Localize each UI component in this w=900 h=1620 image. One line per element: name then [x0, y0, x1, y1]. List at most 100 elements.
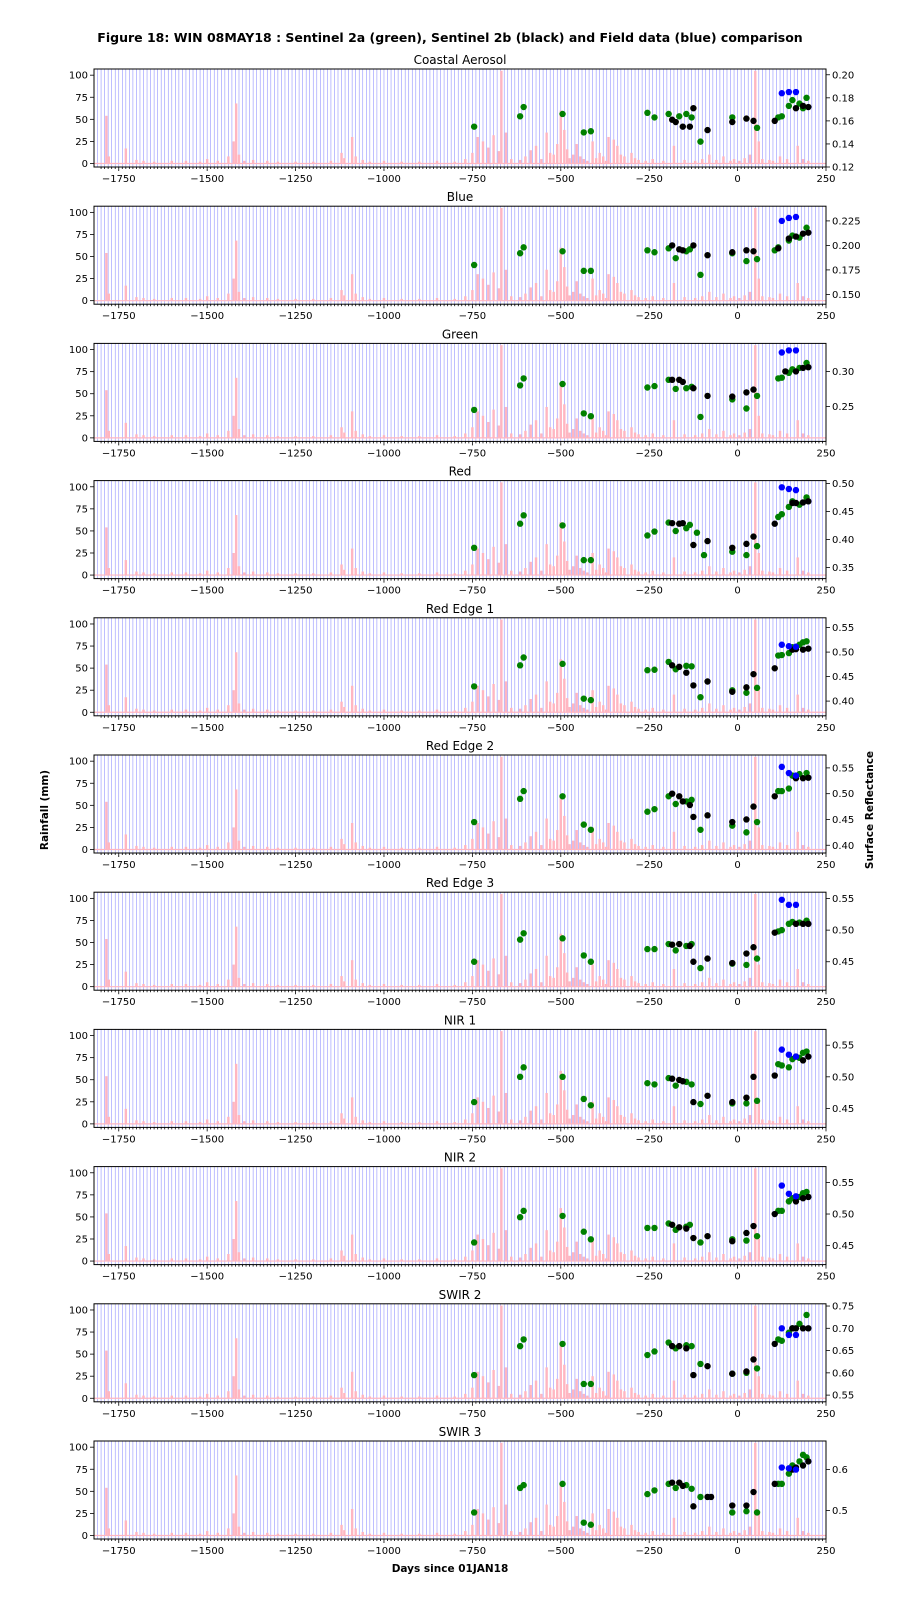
sentinel2b-point [743, 115, 750, 122]
sentinel2b-point [704, 537, 711, 545]
sentinel2b-point [799, 230, 807, 237]
rainfall-bar [644, 160, 647, 164]
rainfall-bar [152, 161, 156, 164]
right-tick-label: 0.45 [832, 815, 854, 826]
sentinel2b-point [799, 646, 807, 653]
rainfall-bar [243, 160, 246, 164]
sentinel2a-point [697, 693, 704, 701]
rainfall-bar [748, 566, 752, 576]
rainfall-bar [683, 434, 686, 438]
rainfall-bar [418, 984, 421, 987]
left-tick-label: 0 [82, 1119, 88, 1130]
sentinel2a-point [753, 684, 761, 692]
rainfall-bar [579, 568, 582, 576]
sentinel2a-point [688, 114, 695, 121]
rainfall-bar [771, 572, 775, 576]
rainfall-bar [350, 685, 354, 713]
left-tick-label: 50 [75, 252, 88, 263]
rainfall-bar [807, 846, 810, 850]
rainfall-bar [568, 1255, 571, 1262]
rainfall-bar [500, 756, 503, 850]
rainfall-bar [534, 969, 538, 987]
right-tick-label: 0.175 [832, 265, 861, 276]
sentinel2b-point [750, 248, 757, 255]
sentinel2a-point [470, 544, 478, 551]
rainfall-bar [340, 701, 343, 713]
rainfall-bar [497, 151, 501, 164]
rainfall-bar [476, 822, 479, 850]
sentinel2a-point [470, 123, 478, 130]
rainfall-bar [529, 1247, 532, 1262]
x-tick-label: −1750 [102, 1134, 136, 1145]
rainfall-bar [251, 845, 255, 850]
rainfall-bar [683, 708, 686, 713]
rainfall-bar [630, 152, 633, 164]
rainfall-bar [487, 147, 490, 164]
rainfall-bar [582, 433, 585, 438]
rainfall-bar [672, 969, 676, 987]
sentinel2a-point [683, 110, 690, 118]
rainfall-bar [504, 955, 508, 987]
right-tick-label: 0.225 [832, 216, 861, 227]
sentinel2b-point [676, 793, 683, 800]
rainfall-bar [768, 571, 771, 576]
rainfall-bar [743, 844, 746, 850]
rainfall-bar [594, 1255, 598, 1262]
rainfall-bar [771, 160, 775, 164]
rainfall-bar [497, 562, 501, 576]
sentinel2b-point [683, 669, 690, 676]
rainfall-bar [738, 572, 741, 576]
sentinel2a-point [580, 1095, 587, 1103]
rainfall-bar [232, 141, 235, 164]
rainfall-bar [400, 1259, 403, 1262]
left-tick-label: 0 [82, 296, 88, 307]
rainfall-bar [198, 573, 202, 576]
rainfall-bar [105, 252, 108, 301]
rainfall-bar [368, 1259, 372, 1262]
rainfall-bar [801, 1119, 805, 1124]
rainfall-bar [778, 979, 782, 987]
rainfall-bar [497, 1111, 501, 1124]
x-tick-label: 0 [734, 174, 740, 185]
rainfall-bar [778, 705, 782, 713]
rainfall-bar [500, 1031, 503, 1124]
rainfall-bar [612, 551, 616, 576]
sentinel2a-point [688, 1081, 695, 1088]
rainfall-bar [534, 694, 538, 713]
rainfall-bar [382, 709, 386, 713]
sentinel2a-point [559, 380, 566, 388]
sentinel2b-series [668, 498, 812, 551]
rainfall-bar [198, 710, 202, 713]
rainfall-bar [651, 570, 654, 576]
x-tick-label: 0 [734, 311, 740, 322]
rainfall-bar [612, 1237, 616, 1262]
x-tick-label: −1000 [367, 448, 401, 459]
rainfall-bar [662, 435, 665, 438]
rainfall-bar [216, 435, 219, 438]
rainfall-bar [518, 1120, 522, 1124]
right-tick-label: 0.45 [832, 957, 854, 968]
rainfall-bar [135, 1120, 138, 1124]
rainfall-bar [340, 976, 343, 987]
rainfall-bar [738, 160, 741, 164]
rainfall-bar [504, 1230, 508, 1262]
rainfall-bar [266, 1121, 269, 1124]
rainfall-bar [672, 694, 676, 713]
left-tick-label: 25 [75, 1097, 88, 1108]
left-tick-label: 25 [75, 960, 88, 971]
rainfall-bar [276, 1259, 280, 1262]
rainfall-bar [312, 573, 315, 576]
rainfall-bar [807, 435, 810, 438]
sentinel2b-point [792, 105, 800, 112]
sentinel2b-point [743, 684, 750, 691]
rainfall-bar [481, 141, 485, 164]
sentinel2b-point [729, 544, 736, 551]
rainfall-bar [644, 1258, 647, 1262]
rainfall-bar [623, 293, 626, 301]
rainfall-bar [743, 1118, 746, 1124]
rainfall-bar [604, 160, 608, 164]
x-tick-label: −1750 [102, 448, 136, 459]
rainfall-bar [623, 842, 626, 850]
rainfall-bar [579, 842, 582, 850]
x-tick-label: −1000 [367, 586, 401, 597]
